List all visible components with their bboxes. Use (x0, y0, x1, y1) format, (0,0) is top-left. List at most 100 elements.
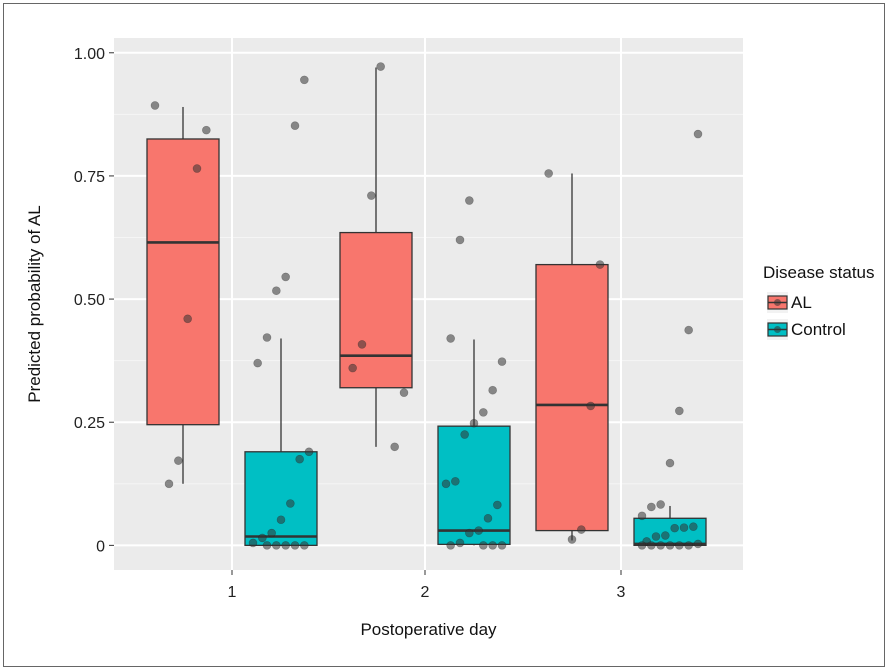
data-point (455, 235, 465, 245)
data-point (577, 525, 586, 534)
data-point (446, 334, 455, 343)
data-point (367, 191, 376, 200)
data-point (174, 456, 183, 465)
jitter-points-layer (150, 62, 703, 550)
data-point (675, 406, 684, 416)
data-point (567, 535, 577, 544)
y-tick-label: 0.50 (74, 292, 105, 309)
data-point (689, 522, 698, 531)
data-point (684, 541, 693, 550)
legend: Disease status AL Control (763, 263, 875, 340)
data-point (295, 454, 304, 464)
data-point (465, 196, 474, 205)
data-point (290, 121, 300, 130)
data-point (679, 523, 689, 532)
x-tick-label: 1 (228, 584, 237, 601)
y-tick-label: 1.00 (74, 46, 105, 63)
y-tick-label: 0.75 (74, 169, 105, 186)
data-point (451, 477, 460, 486)
data-point (276, 515, 286, 525)
data-point (661, 531, 670, 540)
legend-key-point (774, 326, 781, 333)
box-body (339, 231, 413, 389)
data-point (469, 418, 479, 428)
data-point (304, 447, 314, 457)
legend-item-control: Control (767, 319, 846, 340)
data-point (267, 528, 276, 538)
legend-key-point (774, 299, 781, 306)
data-point (693, 129, 703, 139)
legend-item-label: AL (791, 293, 812, 312)
data-point (272, 541, 281, 550)
data-point (684, 325, 693, 335)
data-point (399, 388, 409, 397)
box-body (535, 263, 609, 532)
box-body (244, 451, 318, 547)
data-point (248, 538, 258, 548)
data-point (455, 538, 465, 548)
x-tick-label: 3 (617, 584, 626, 601)
data-point (290, 541, 300, 550)
data-point (497, 541, 507, 550)
data-point (637, 511, 647, 521)
data-point (286, 499, 295, 508)
data-point (647, 541, 656, 550)
data-point (497, 357, 507, 366)
legend-title: Disease status (763, 263, 875, 282)
legend-item-al: AL (767, 292, 812, 313)
data-point (586, 401, 595, 411)
data-point (281, 541, 290, 550)
data-point (647, 502, 656, 512)
data-point (183, 314, 192, 324)
data-point (474, 526, 483, 535)
data-point (656, 541, 665, 550)
data-point (483, 513, 493, 523)
data-point (479, 541, 488, 550)
y-tick-label: 0.25 (74, 415, 105, 432)
data-point (441, 479, 451, 489)
data-point (300, 75, 309, 85)
x-axis-ticks: 1 2 3 (228, 570, 626, 601)
data-point (376, 62, 385, 71)
data-point (258, 533, 267, 543)
data-point (262, 541, 272, 550)
data-point (665, 541, 675, 550)
data-point (300, 541, 309, 550)
data-point (488, 541, 497, 550)
data-point (651, 532, 661, 541)
data-point (544, 169, 553, 178)
x-tick-label: 2 (421, 584, 430, 601)
data-point (164, 479, 174, 489)
data-point (488, 385, 497, 395)
box-body (437, 425, 511, 546)
box-al-day-3 (535, 173, 609, 541)
data-point (390, 442, 399, 452)
data-point (465, 528, 474, 538)
data-point (675, 541, 684, 550)
box-control-day-2 (437, 339, 511, 546)
data-point (253, 358, 262, 368)
boxes-layer (146, 67, 707, 547)
box-al-day-1 (146, 106, 220, 484)
data-point (202, 125, 211, 135)
data-point (693, 539, 703, 549)
data-point (150, 101, 160, 110)
data-point (637, 541, 647, 550)
data-point (670, 523, 679, 533)
data-point (595, 260, 605, 269)
data-point (493, 500, 502, 510)
data-point (348, 363, 357, 373)
data-point (656, 500, 665, 509)
data-point (460, 430, 469, 439)
legend-item-label: Control (791, 320, 846, 339)
y-tick-label: 0 (96, 538, 105, 555)
data-point (357, 340, 367, 349)
data-point (665, 458, 675, 468)
data-point (479, 408, 488, 417)
box-al-day-2 (339, 67, 413, 447)
data-point (446, 541, 455, 550)
data-point (281, 272, 290, 282)
y-axis-title: Predicted probability of AL (25, 205, 44, 403)
data-point (262, 333, 272, 342)
